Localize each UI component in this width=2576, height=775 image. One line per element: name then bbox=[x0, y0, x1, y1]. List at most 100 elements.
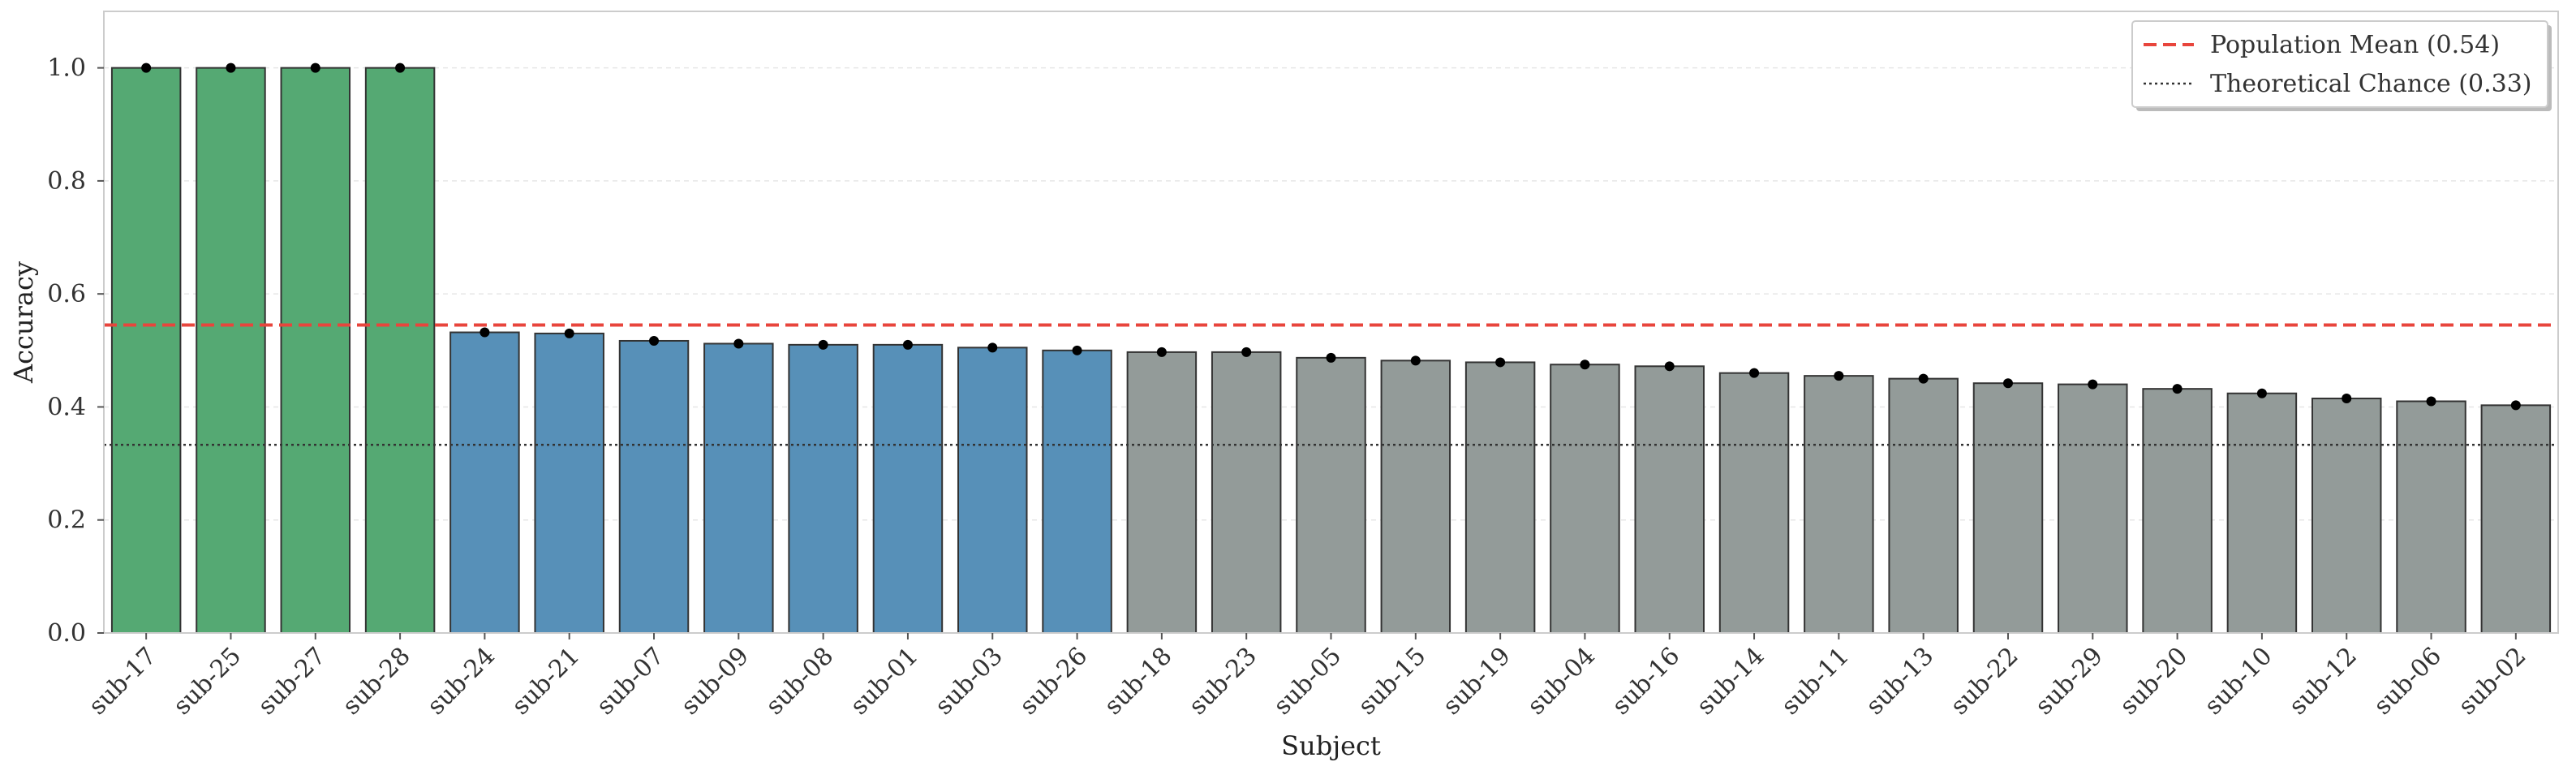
bar-sub-10 bbox=[2226, 392, 2298, 634]
point-sub-26 bbox=[1072, 345, 1082, 355]
point-sub-28 bbox=[395, 62, 406, 73]
point-sub-03 bbox=[987, 342, 998, 353]
point-sub-29 bbox=[2088, 379, 2098, 390]
bar-sub-11 bbox=[1804, 375, 1874, 634]
x-tick-label: sub-16 bbox=[1606, 642, 1685, 721]
point-sub-07 bbox=[649, 335, 660, 346]
x-axis-label: Subject bbox=[1281, 730, 1381, 761]
x-tick-label: sub-12 bbox=[2284, 642, 2363, 721]
bar-sub-17 bbox=[110, 67, 182, 635]
bar-sub-07 bbox=[618, 339, 690, 634]
bar-sub-06 bbox=[2396, 400, 2466, 634]
x-tick-label: sub-14 bbox=[1692, 642, 1770, 721]
point-sub-14 bbox=[1749, 368, 1760, 378]
bar-sub-22 bbox=[1972, 382, 2044, 634]
bar-sub-09 bbox=[703, 342, 774, 634]
bar-sub-14 bbox=[1718, 372, 1790, 634]
bar-sub-24 bbox=[449, 331, 520, 634]
point-sub-01 bbox=[902, 339, 913, 350]
bar-sub-21 bbox=[534, 332, 604, 634]
bar-sub-27 bbox=[280, 67, 351, 635]
point-sub-22 bbox=[2002, 378, 2013, 389]
point-sub-18 bbox=[1156, 347, 1167, 357]
bar-sub-01 bbox=[872, 343, 944, 634]
x-tick-label: sub-17 bbox=[84, 642, 162, 721]
point-sub-02 bbox=[2510, 400, 2521, 411]
x-tick-label: sub-28 bbox=[338, 642, 416, 721]
x-tick-label: sub-29 bbox=[2030, 642, 2109, 721]
point-sub-13 bbox=[1918, 373, 1929, 384]
bars bbox=[110, 67, 2552, 635]
point-sub-08 bbox=[818, 339, 828, 350]
legend-label: Population Mean (0.54) bbox=[2210, 31, 2500, 59]
x-tick-label: sub-07 bbox=[591, 642, 670, 721]
x-tick-label: sub-25 bbox=[168, 642, 247, 721]
x-tick-label: sub-01 bbox=[845, 642, 924, 721]
point-sub-04 bbox=[1580, 360, 1590, 370]
x-tick-label: sub-15 bbox=[1353, 642, 1431, 721]
bar-sub-26 bbox=[1042, 349, 1112, 634]
bar-sub-20 bbox=[2142, 388, 2213, 634]
point-sub-27 bbox=[310, 62, 320, 73]
point-sub-20 bbox=[2172, 384, 2183, 394]
x-tick-label: sub-18 bbox=[1099, 642, 1177, 721]
point-sub-25 bbox=[226, 62, 236, 73]
x-tick-label: sub-26 bbox=[1014, 642, 1093, 721]
point-sub-09 bbox=[733, 338, 744, 349]
x-tick-label: sub-11 bbox=[1776, 642, 1855, 721]
x-tick-label: sub-23 bbox=[1184, 642, 1262, 721]
point-sub-12 bbox=[2342, 394, 2352, 404]
legend-box bbox=[2131, 20, 2548, 108]
bar-sub-23 bbox=[1211, 351, 1282, 634]
point-sub-15 bbox=[1410, 355, 1421, 366]
bar-sub-02 bbox=[2480, 404, 2552, 634]
x-axis-ticks: sub-17 sub-25 sub-27 sub-28 sub-24 sub-21 sub-… bbox=[84, 633, 2532, 721]
x-tick-label: sub-22 bbox=[1946, 642, 2024, 721]
point-sub-21 bbox=[564, 328, 574, 338]
x-tick-label: sub-08 bbox=[760, 642, 839, 721]
point-sub-10 bbox=[2256, 388, 2267, 398]
bar-sub-03 bbox=[957, 347, 1028, 634]
bar-sub-13 bbox=[1888, 377, 1959, 634]
x-tick-label: sub-09 bbox=[676, 642, 755, 721]
bar-sub-16 bbox=[1634, 365, 1705, 634]
point-sub-19 bbox=[1495, 357, 1506, 368]
bar-sub-19 bbox=[1464, 361, 1536, 634]
x-tick-label: sub-05 bbox=[1268, 642, 1347, 721]
x-tick-label: sub-21 bbox=[506, 642, 585, 721]
bar-sub-28 bbox=[364, 67, 436, 635]
bar-sub-08 bbox=[788, 343, 858, 634]
point-sub-06 bbox=[2426, 396, 2436, 407]
x-tick-label: sub-24 bbox=[422, 642, 501, 721]
bar-sub-15 bbox=[1380, 360, 1451, 634]
y-tick-label: 0.0 bbox=[47, 619, 86, 648]
bar-sub-05 bbox=[1296, 356, 1366, 634]
y-axis-label: Accuracy bbox=[8, 261, 39, 384]
x-tick-label: sub-20 bbox=[2114, 642, 2193, 721]
bar-sub-29 bbox=[2058, 383, 2128, 634]
y-tick-label: 0.8 bbox=[47, 167, 86, 196]
point-sub-11 bbox=[1834, 371, 1844, 381]
legend: Population Mean (0.54) Theoretical Chance… bbox=[2131, 20, 2552, 111]
point-sub-05 bbox=[1326, 352, 1336, 363]
legend-label: Theoretical Chance (0.33) bbox=[2210, 70, 2532, 98]
x-tick-label: sub-06 bbox=[2368, 642, 2447, 721]
point-sub-23 bbox=[1241, 347, 1252, 357]
x-tick-label: sub-02 bbox=[2453, 642, 2531, 721]
x-tick-label: sub-19 bbox=[1438, 642, 1516, 721]
reference-lines bbox=[104, 323, 2558, 446]
bar-sub-18 bbox=[1126, 351, 1198, 634]
y-tick-label: 0.2 bbox=[47, 506, 86, 535]
bar-sub-04 bbox=[1550, 364, 1620, 634]
x-tick-label: sub-13 bbox=[1860, 642, 1939, 721]
x-tick-label: sub-04 bbox=[1522, 642, 1601, 721]
bar-sub-12 bbox=[2311, 398, 2382, 634]
point-sub-17 bbox=[141, 62, 152, 73]
y-axis-ticks: 0.0 0.2 0.4 0.6 0.8 1.0 bbox=[47, 54, 104, 648]
x-tick-label: sub-27 bbox=[252, 642, 331, 721]
data-points bbox=[141, 62, 2521, 411]
x-tick-label: sub-10 bbox=[2200, 642, 2278, 721]
y-tick-label: 1.0 bbox=[47, 54, 86, 83]
point-sub-24 bbox=[480, 327, 490, 338]
